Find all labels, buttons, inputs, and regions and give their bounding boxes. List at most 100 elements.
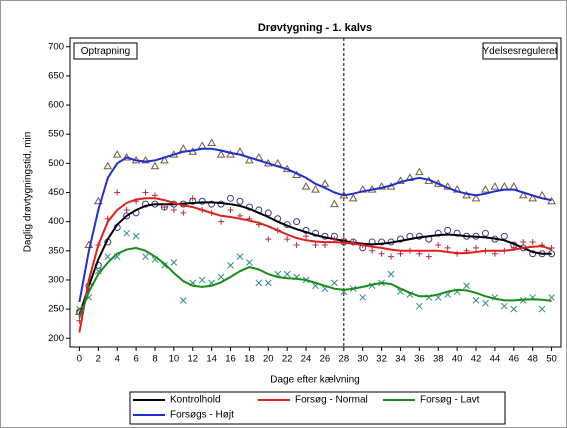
- x-tick-label: 30: [357, 354, 368, 365]
- marker: [528, 193, 538, 202]
- marker: [529, 250, 537, 258]
- marker: [396, 235, 404, 243]
- marker: [293, 241, 300, 248]
- marker: [348, 193, 358, 202]
- marker: [548, 294, 555, 301]
- x-tick-label: 26: [320, 354, 331, 365]
- marker: [236, 197, 244, 205]
- marker: [217, 273, 225, 281]
- x-tick-label: 44: [490, 354, 501, 365]
- x-tick-label: 38: [433, 354, 444, 365]
- marker: [189, 195, 196, 202]
- marker: [473, 244, 480, 251]
- marker: [227, 262, 234, 269]
- marker: [529, 239, 536, 246]
- marker: [331, 279, 338, 287]
- x-tick-label: 14: [206, 354, 217, 365]
- x-tick-label: 12: [187, 354, 198, 365]
- marker: [142, 253, 149, 260]
- marker: [481, 229, 489, 237]
- legend-label: Forsøg - Normal: [295, 395, 368, 406]
- marker: [320, 179, 330, 187]
- x-tick-label: 16: [225, 354, 236, 365]
- marker: [112, 150, 122, 158]
- marker: [425, 253, 432, 260]
- x-tick-label: 18: [244, 354, 255, 365]
- marker: [160, 155, 169, 164]
- marker: [538, 305, 546, 313]
- marker: [500, 302, 508, 310]
- marker: [330, 199, 339, 208]
- marker: [312, 241, 319, 248]
- marker: [255, 279, 263, 287]
- marker: [150, 161, 160, 170]
- marker: [170, 259, 178, 266]
- marker: [490, 182, 500, 190]
- marker: [123, 229, 131, 237]
- marker: [103, 161, 113, 170]
- marker: [520, 239, 527, 246]
- marker: [161, 262, 168, 269]
- x-tick-label: 0: [77, 354, 82, 365]
- marker: [472, 297, 480, 304]
- y-axis-label: Daglig drøvtygningstid, min: [23, 132, 34, 253]
- x-tick-label: 2: [96, 354, 101, 365]
- marker: [340, 236, 347, 243]
- legend-label: Kontrolhold: [170, 395, 221, 406]
- marker: [264, 279, 272, 287]
- marker: [179, 297, 187, 304]
- marker: [510, 305, 518, 313]
- marker: [170, 206, 177, 213]
- marker: [141, 155, 150, 164]
- marker: [481, 185, 490, 193]
- legend: [129, 391, 506, 425]
- annotation: Optrapning: [81, 46, 130, 57]
- x-tick-label: 4: [115, 354, 120, 365]
- marker: [198, 197, 206, 205]
- marker: [94, 267, 102, 275]
- marker: [142, 200, 150, 208]
- marker: [75, 307, 84, 316]
- marker: [246, 259, 253, 266]
- marker: [245, 155, 254, 164]
- marker: [284, 236, 291, 243]
- y-tick-label: 450: [48, 187, 64, 198]
- marker: [369, 247, 376, 254]
- annotation-box: [73, 42, 138, 60]
- marker: [283, 270, 291, 278]
- marker: [388, 253, 395, 260]
- marker: [378, 250, 385, 257]
- fit-line: [78, 201, 552, 316]
- fit-line: [78, 246, 552, 319]
- marker: [227, 194, 235, 202]
- marker: [142, 189, 149, 196]
- marker: [303, 233, 310, 240]
- marker: [416, 302, 423, 310]
- marker: [161, 204, 168, 211]
- x-tick-label: 42: [471, 354, 482, 365]
- x-tick-label: 48: [527, 354, 538, 365]
- x-tick-label: 10: [169, 354, 180, 365]
- marker: [463, 282, 470, 290]
- y-tick-label: 600: [48, 100, 64, 111]
- legend-label: Forsøg - Lavt: [420, 395, 480, 406]
- x-tick-label: 6: [133, 354, 138, 365]
- y-tick-label: 550: [48, 129, 64, 140]
- annotation: Ydelsesreguleret: [482, 46, 557, 57]
- marker: [387, 270, 395, 278]
- fit-line: [78, 197, 552, 333]
- marker: [227, 206, 234, 213]
- y-tick-label: 250: [48, 304, 64, 315]
- legend-label: Forsøgs - Højt: [170, 410, 234, 421]
- marker: [301, 182, 311, 190]
- annotation-box: [482, 42, 558, 60]
- marker: [264, 209, 272, 217]
- marker: [293, 218, 301, 226]
- y-tick-label: 200: [48, 333, 64, 344]
- y-tick-label: 500: [48, 158, 64, 169]
- x-axis-label: Dage efter kælvning: [270, 375, 360, 386]
- x-tick-label: 24: [301, 354, 312, 365]
- marker: [453, 229, 461, 237]
